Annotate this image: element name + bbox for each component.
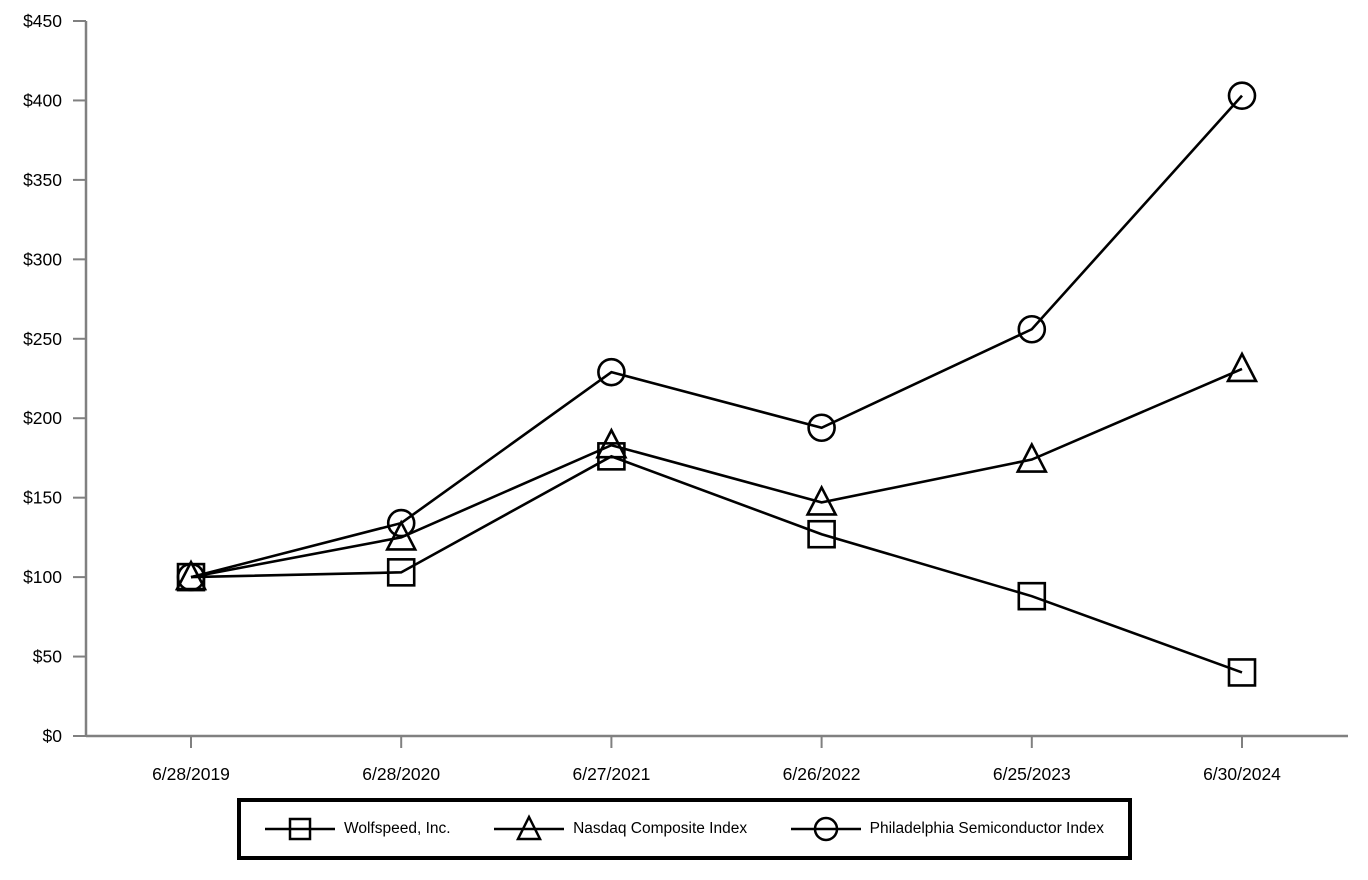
square-marker-icon xyxy=(265,817,335,841)
y-tick-label: $450 xyxy=(23,11,62,31)
triangle-marker-icon xyxy=(1015,441,1048,473)
series-line-triangle xyxy=(190,367,1243,579)
legend-label-philadelphia-semiconductor: Philadelphia Semiconductor Index xyxy=(869,820,1104,837)
circle-marker-icon xyxy=(1017,314,1047,344)
y-tick-label: $0 xyxy=(43,726,63,746)
circle-marker-icon xyxy=(176,562,206,592)
triangle-marker-icon xyxy=(595,427,628,459)
y-tick-label: $200 xyxy=(23,408,62,428)
y-tick-label: $50 xyxy=(33,647,62,667)
x-tick-label: 6/27/2021 xyxy=(572,764,650,784)
y-tick-label: $150 xyxy=(23,488,62,508)
legend-label-wolfspeed: Wolfspeed, Inc. xyxy=(344,820,451,837)
circle-marker-icon xyxy=(807,413,836,443)
triangle-marker-icon xyxy=(805,484,838,516)
square-marker-icon xyxy=(1227,658,1257,687)
series-line-circle xyxy=(190,94,1243,579)
y-tick-label: $400 xyxy=(23,90,62,110)
chart-legend: Wolfspeed, Inc. Nasdaq Composite Index P… xyxy=(237,798,1132,860)
square-marker-icon xyxy=(386,558,416,587)
x-tick-label: 6/28/2020 xyxy=(362,764,440,784)
circle-marker-icon xyxy=(386,508,416,538)
series-line-square xyxy=(190,454,1243,674)
y-tick-label: $350 xyxy=(23,170,62,190)
legend-item-nasdaq-composite: Nasdaq Composite Index xyxy=(494,812,747,846)
circle-marker-icon xyxy=(597,357,626,387)
triangle-marker-icon xyxy=(1225,351,1259,383)
y-tick-label: $250 xyxy=(23,329,62,349)
legend-item-philadelphia-semiconductor: Philadelphia Semiconductor Index xyxy=(790,812,1104,846)
triangle-marker-icon xyxy=(494,814,565,841)
triangle-marker-icon xyxy=(385,519,418,551)
circle-marker-icon xyxy=(1227,81,1257,110)
x-tick-label: 6/26/2022 xyxy=(783,764,861,784)
legend-item-wolfspeed: Wolfspeed, Inc. xyxy=(265,812,451,846)
x-tick-label: 6/28/2019 xyxy=(152,764,230,784)
x-tick-label: 6/30/2024 xyxy=(1203,764,1281,784)
y-tick-label: $100 xyxy=(23,567,62,587)
circle-marker-icon xyxy=(790,816,861,842)
y-tick-label: $300 xyxy=(23,249,62,269)
legend-label-nasdaq-composite: Nasdaq Composite Index xyxy=(573,820,748,837)
square-marker-icon xyxy=(807,519,836,549)
x-tick-label: 6/25/2023 xyxy=(993,764,1071,784)
square-marker-icon xyxy=(1017,581,1047,611)
